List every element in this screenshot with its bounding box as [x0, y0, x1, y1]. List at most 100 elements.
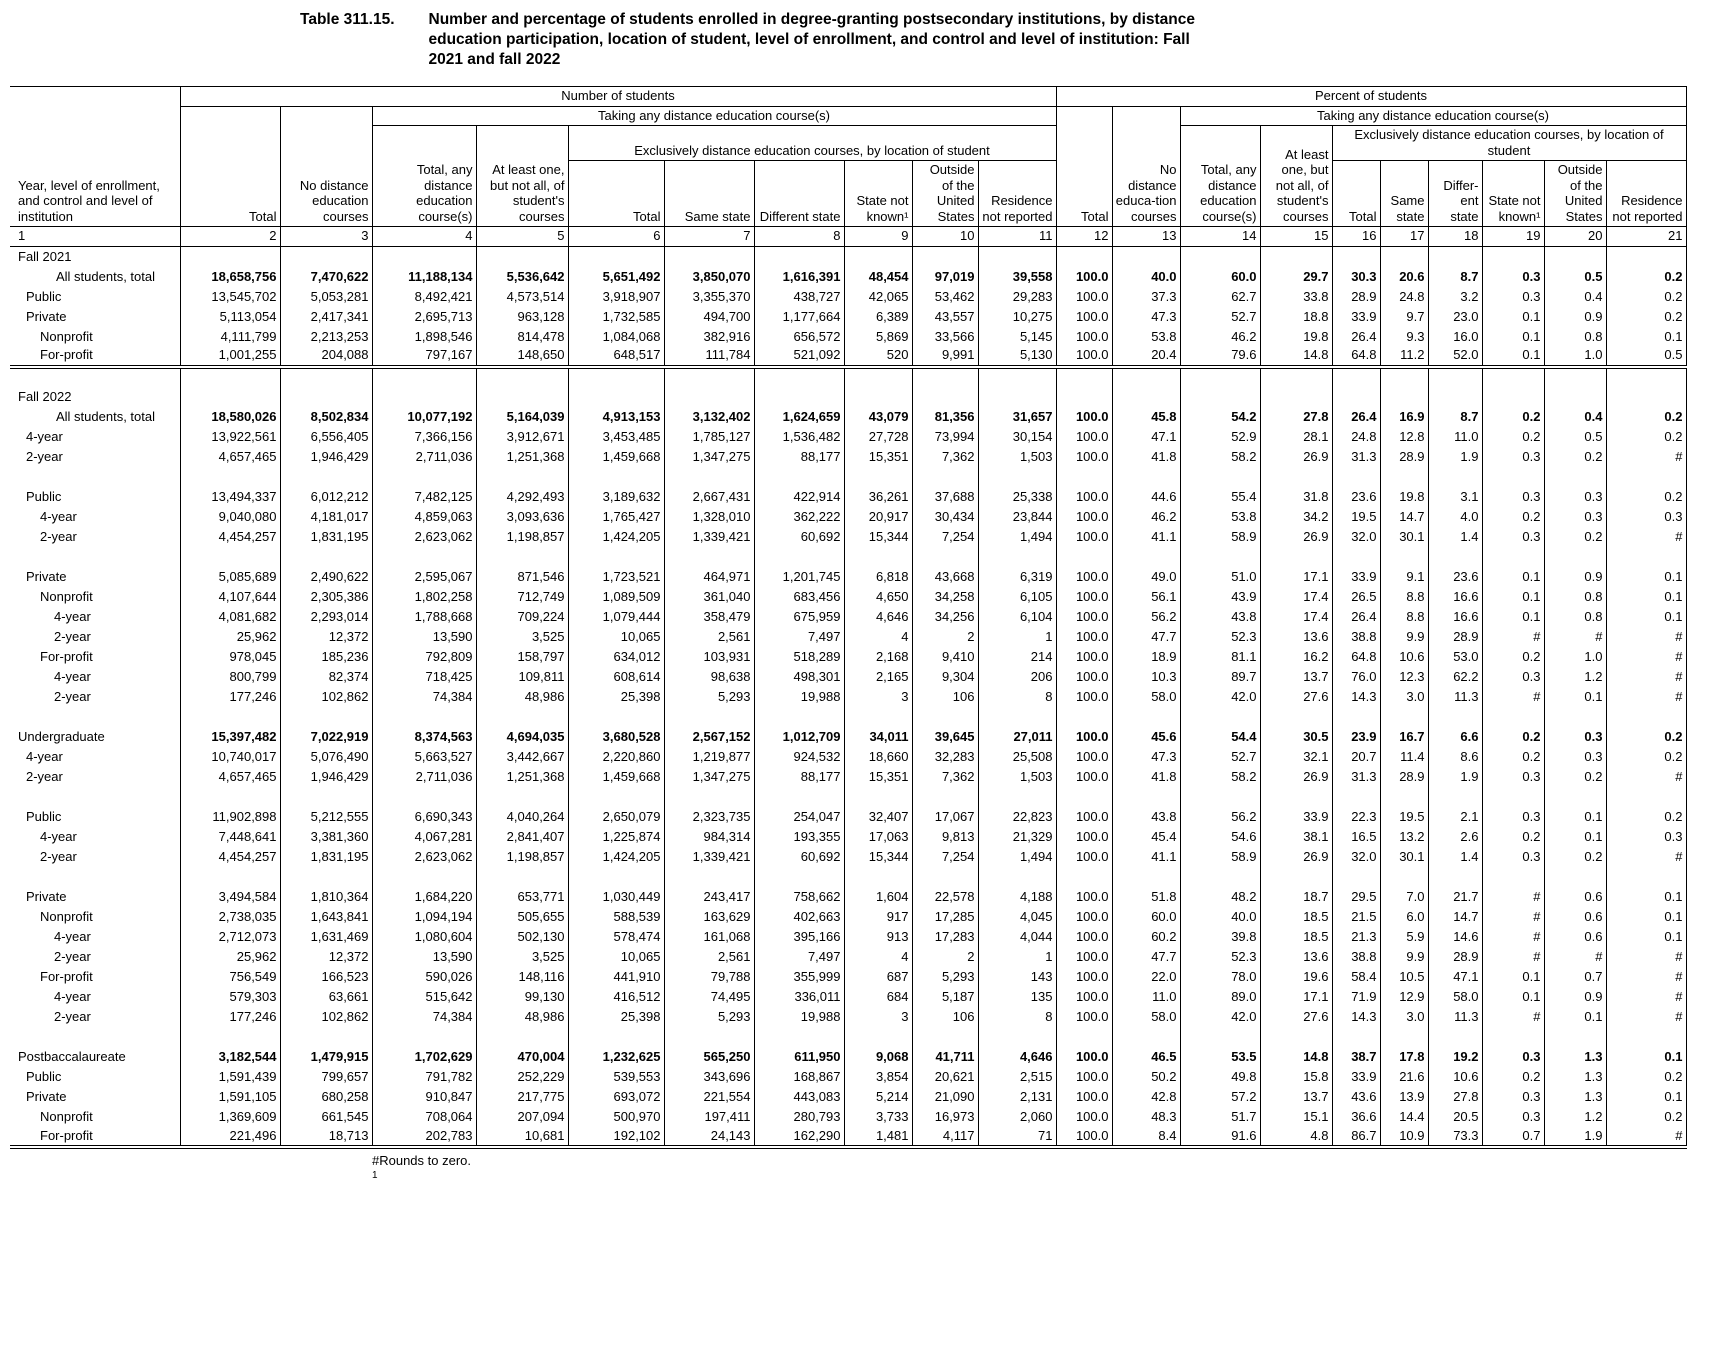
cell: 49.8: [1179, 1066, 1260, 1087]
cell: 8.8: [1379, 606, 1428, 627]
column-number: 17: [1379, 226, 1428, 247]
cell: [475, 706, 568, 727]
table-row: Postbaccalaureate 3,182,544 1,479,915 1,702…: [10, 1046, 1687, 1067]
cell: 41.1: [1111, 846, 1180, 867]
cell: #: [1543, 946, 1606, 967]
cell: 28.9: [1427, 626, 1482, 647]
cell: [911, 386, 978, 407]
cell: 0.3: [1543, 726, 1606, 747]
cell: [1379, 1026, 1428, 1047]
table-row: Public 13,545,702 5,053,281 8,492,421 4,573,…: [10, 286, 1687, 307]
col-header-residence-not-reported-percent: Residence not reported: [1605, 160, 1687, 228]
cell: 4,111,799: [179, 326, 280, 347]
cell: [279, 366, 372, 387]
cell: #: [1605, 946, 1687, 967]
cell: #: [1481, 926, 1544, 947]
table-row: 2-year 177,246 102,862 74,384 48,986 25,398 5,…: [10, 686, 1687, 707]
row-label: [10, 707, 180, 727]
cell: 9,068: [843, 1046, 912, 1067]
cell: 34,258: [911, 586, 978, 607]
cell: 27.6: [1259, 1006, 1332, 1027]
cell: #: [1481, 906, 1544, 927]
cell: 611,950: [753, 1046, 844, 1067]
cell: [843, 366, 912, 387]
cell: [1259, 246, 1332, 267]
cell: 60.0: [1179, 266, 1260, 287]
cell: 45.6: [1111, 726, 1180, 747]
col-header-no-distance-percent: No distance educa-tion courses: [1111, 106, 1180, 228]
cell: 3,355,370: [663, 286, 754, 307]
cell: 34.2: [1259, 506, 1332, 527]
cell: [843, 786, 912, 807]
section-row: Fall 2022: [10, 386, 1687, 407]
cell: #: [1481, 886, 1544, 907]
cell: 56.2: [1179, 806, 1260, 827]
cell: 17.1: [1259, 986, 1332, 1007]
cell: 4: [843, 946, 912, 967]
cell: 680,258: [279, 1086, 372, 1107]
cell: 675,959: [753, 606, 844, 627]
cell: 51.0: [1179, 566, 1260, 587]
cell: 16.5: [1331, 826, 1380, 847]
cell: 3,132,402: [663, 406, 754, 427]
col-header-total-number: Total: [179, 106, 280, 228]
cell: 5,293: [663, 1006, 754, 1027]
cell: [567, 546, 664, 567]
cell: [1259, 866, 1332, 887]
cell: 5,663,527: [371, 746, 476, 767]
cell: 14.3: [1331, 686, 1380, 707]
cell: 0.2: [1543, 526, 1606, 547]
cell: 206: [977, 666, 1056, 687]
cell: 23.6: [1427, 566, 1482, 587]
cell: [753, 246, 844, 267]
cell: 100.0: [1055, 986, 1112, 1007]
cell: 13,590: [371, 626, 476, 647]
cell: [1055, 786, 1112, 807]
cell: 16.2: [1259, 646, 1332, 667]
cell: 78.0: [1179, 966, 1260, 987]
cell: [1055, 1026, 1112, 1047]
cell: 590,026: [371, 966, 476, 987]
cell: [1605, 386, 1687, 407]
cell: [567, 1026, 664, 1047]
cell: 36,261: [843, 486, 912, 507]
cell: 608,614: [567, 666, 664, 687]
cell: [843, 706, 912, 727]
cell: 54.4: [1179, 726, 1260, 747]
cell: 100.0: [1055, 326, 1112, 347]
cell: 29,283: [977, 286, 1056, 307]
cell: 0.2: [1605, 726, 1687, 747]
cell: 60.2: [1111, 926, 1180, 947]
cell: 21.7: [1427, 886, 1482, 907]
cell: 47.3: [1111, 746, 1180, 767]
cell: [753, 466, 844, 487]
row-label: 2-year: [54, 629, 91, 645]
cell: 11.0: [1427, 426, 1482, 447]
cell: [663, 1026, 754, 1047]
cell: [663, 466, 754, 487]
cell: 4,067,281: [371, 826, 476, 847]
cell: 51.8: [1111, 886, 1180, 907]
cell: 800,799: [179, 666, 280, 687]
col-header-any-total-percent: Total, any distance education course(s): [1179, 125, 1260, 228]
table-row: For-profit 978,045 185,236 792,809 158,797 63…: [10, 646, 1687, 667]
cell: 26.9: [1259, 846, 1332, 867]
cell: 52.3: [1179, 946, 1260, 967]
cell: 5,214: [843, 1086, 912, 1107]
cell: 1,219,877: [663, 746, 754, 767]
spacer-row: [10, 786, 1687, 807]
cell: 443,083: [753, 1086, 844, 1107]
cell: 7,448,641: [179, 826, 280, 847]
row-label: Private: [26, 1089, 67, 1105]
cell: [1179, 786, 1260, 807]
table-row: Nonprofit 1,369,609 661,545 708,064 207,094 5…: [10, 1106, 1687, 1127]
cell: 53.8: [1111, 326, 1180, 347]
cell: 30,154: [977, 426, 1056, 447]
cell: 34,011: [843, 726, 912, 747]
cell: 40.0: [1111, 266, 1180, 287]
number-group-header: Number of students: [179, 86, 1056, 107]
cell: 1.3: [1543, 1086, 1606, 1107]
cell: 33,566: [911, 326, 978, 347]
cell: 3,494,584: [179, 886, 280, 907]
cell: [279, 1026, 372, 1047]
